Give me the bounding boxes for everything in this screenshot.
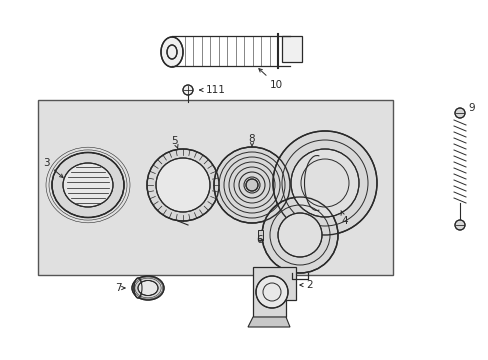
- Ellipse shape: [167, 45, 177, 59]
- Bar: [258, 230, 263, 240]
- Ellipse shape: [161, 37, 183, 67]
- Ellipse shape: [63, 163, 113, 207]
- Circle shape: [245, 179, 258, 191]
- Text: 3: 3: [42, 158, 63, 177]
- Ellipse shape: [138, 280, 158, 296]
- Circle shape: [147, 149, 219, 221]
- Text: 5: 5: [171, 136, 178, 149]
- Circle shape: [156, 158, 209, 212]
- Polygon shape: [252, 267, 295, 317]
- Text: 7: 7: [115, 283, 124, 293]
- Circle shape: [290, 149, 358, 217]
- Circle shape: [214, 147, 289, 223]
- Text: 2: 2: [299, 280, 313, 290]
- Text: 6: 6: [256, 235, 263, 245]
- Circle shape: [183, 85, 193, 95]
- Circle shape: [262, 197, 337, 273]
- Circle shape: [454, 108, 464, 118]
- Text: 9: 9: [467, 103, 474, 113]
- Circle shape: [272, 131, 376, 235]
- Text: 111: 111: [200, 85, 225, 95]
- Text: 10: 10: [258, 69, 283, 90]
- Bar: [38, 100, 392, 275]
- Ellipse shape: [52, 153, 124, 217]
- Circle shape: [454, 220, 464, 230]
- Bar: [282, 36, 302, 62]
- Ellipse shape: [132, 276, 163, 300]
- Text: 8: 8: [248, 134, 255, 147]
- Ellipse shape: [134, 278, 142, 298]
- Circle shape: [278, 213, 321, 257]
- Circle shape: [256, 276, 287, 308]
- Polygon shape: [247, 317, 289, 327]
- Text: 4: 4: [340, 211, 347, 226]
